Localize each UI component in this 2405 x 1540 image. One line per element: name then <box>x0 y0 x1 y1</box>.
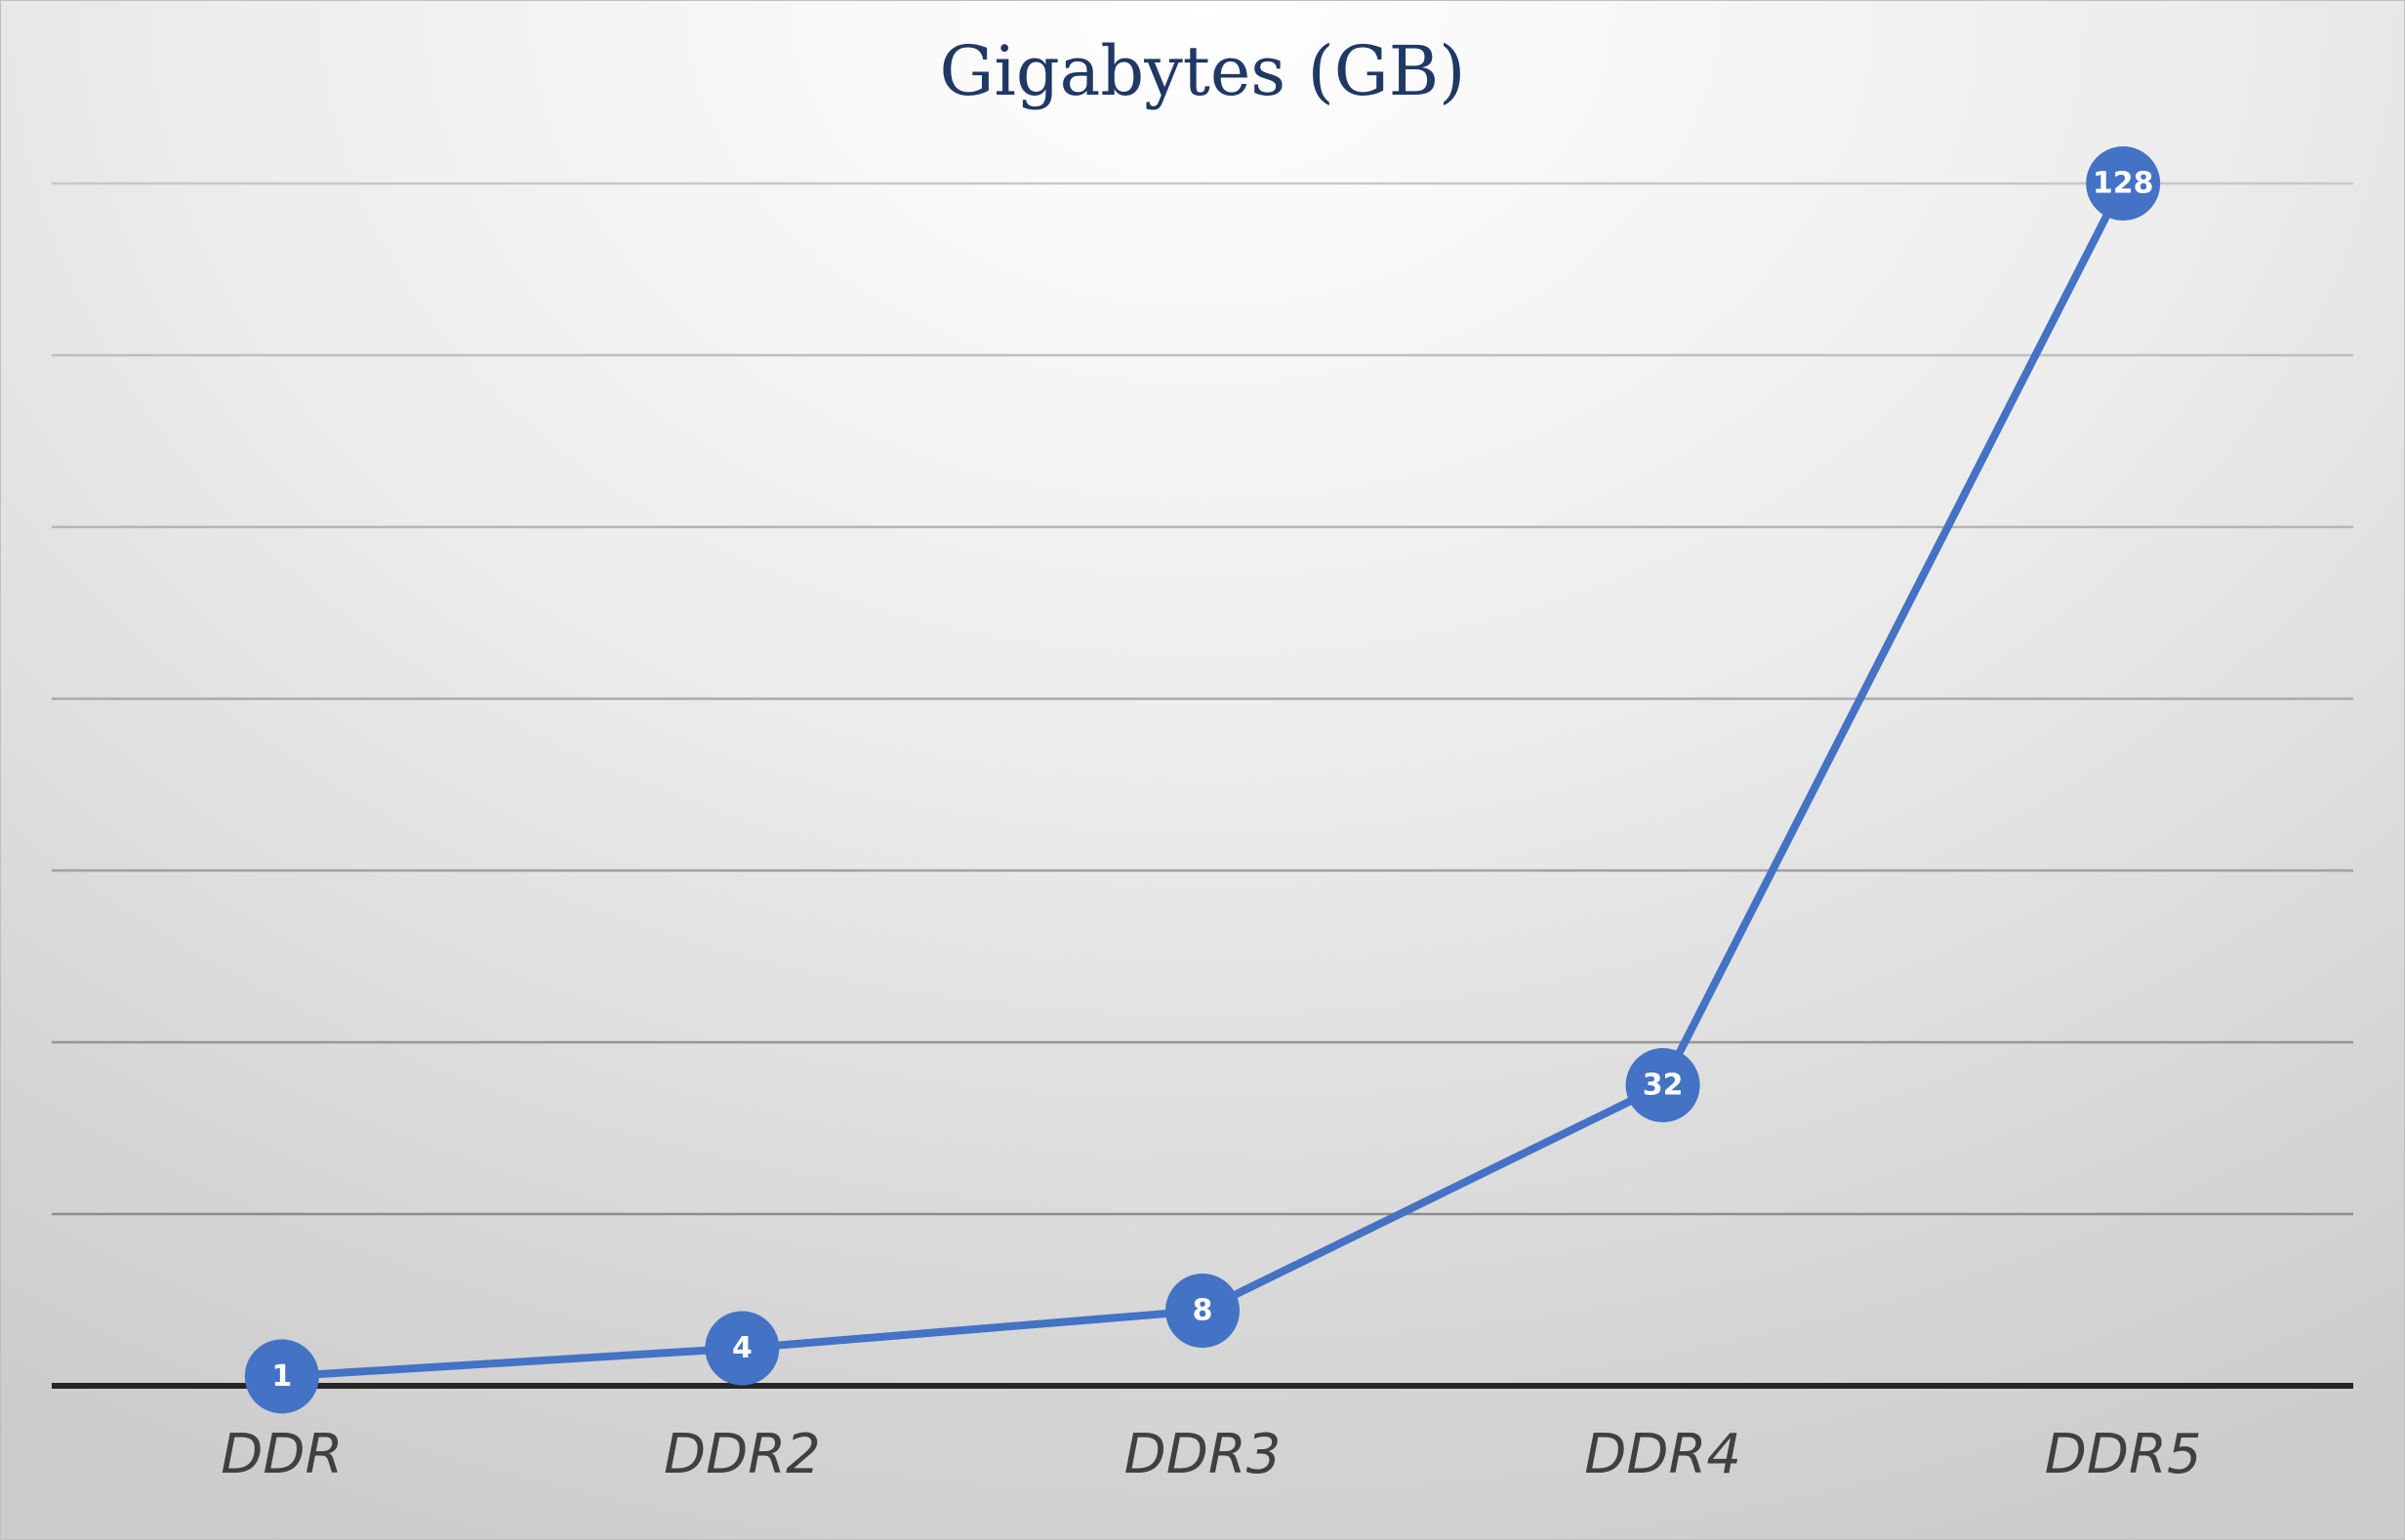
data-point <box>244 1339 319 1414</box>
data-label: 4 <box>732 1331 753 1365</box>
x-tick-label: DDR2 <box>664 1423 821 1486</box>
data-label: 32 <box>1643 1069 1684 1103</box>
x-tick-label: DDR3 <box>1124 1423 1282 1486</box>
data-label: 128 <box>2093 167 2154 201</box>
data-point <box>705 1311 780 1386</box>
x-tick-label: DDR <box>221 1423 343 1486</box>
series-line <box>277 180 2128 1381</box>
data-label: 8 <box>1193 1294 1213 1328</box>
x-tick-labels: DDR DDR2 DDR3 DDR4 DDR5 <box>221 1423 2201 1486</box>
chart-title: Gigabytes (GB) <box>939 31 1466 111</box>
data-point <box>1165 1274 1240 1348</box>
x-tick-label: DDR4 <box>1584 1423 1741 1486</box>
x-tick-label: DDR5 <box>2045 1423 2202 1486</box>
series-line-group <box>277 180 2128 1381</box>
data-point <box>1625 1048 1700 1122</box>
data-label: 1 <box>271 1359 292 1394</box>
data-markers: 1 4 8 32 128 <box>244 146 2161 1414</box>
data-point <box>2086 146 2161 221</box>
gridlines <box>52 182 2353 1216</box>
